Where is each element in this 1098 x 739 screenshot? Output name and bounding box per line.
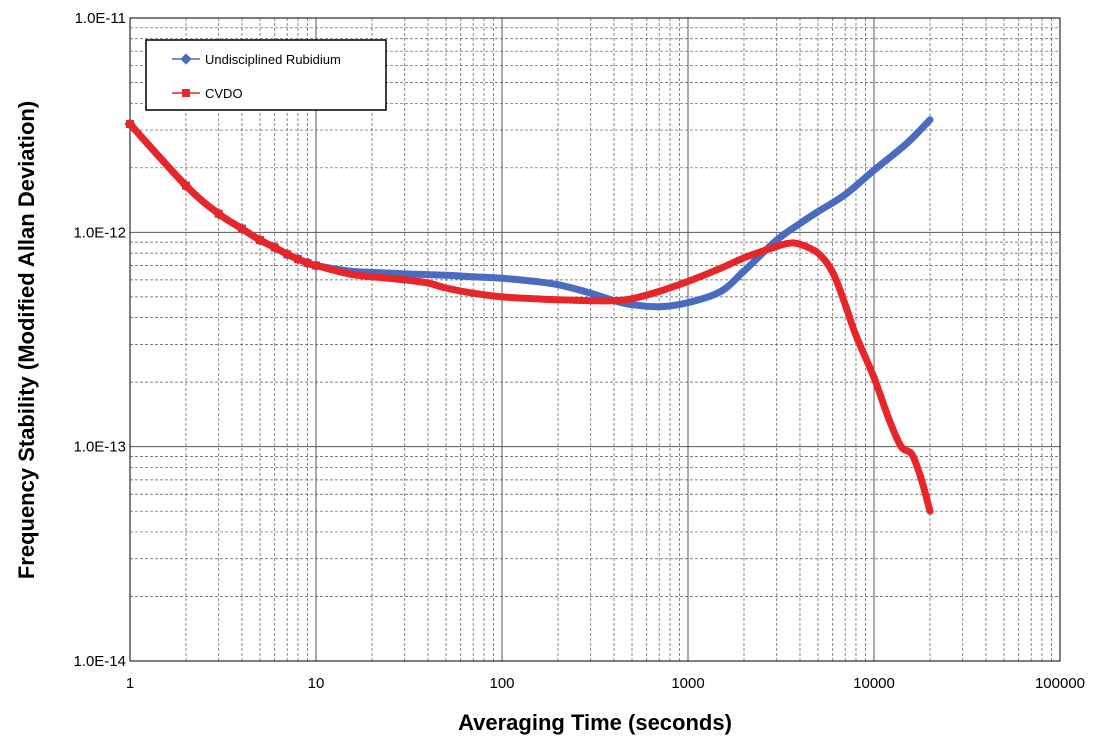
y-tick-label: 1.0E-12: [73, 224, 126, 241]
y-tick-label: 1.0E-13: [73, 439, 126, 456]
x-tick-label: 1000: [671, 675, 704, 692]
series-point-cvdo: [237, 224, 246, 233]
legend-marker-rubidium: [180, 53, 192, 65]
y-tick-label: 1.0E-11: [75, 10, 126, 27]
series-point-cvdo: [270, 243, 279, 252]
series-point-cvdo: [293, 255, 302, 264]
series-point-cvdo: [126, 120, 134, 129]
x-axis-title: Averaging Time (seconds): [458, 710, 732, 735]
x-tick-label: 10: [308, 675, 325, 692]
legend-label-rubidium: Undisciplined Rubidium: [205, 52, 341, 67]
y-axis-title: Frequency Stability (Modified Allan Devi…: [14, 101, 39, 579]
y-tick-label: 1.0E-14: [73, 653, 126, 670]
series-point-cvdo: [303, 258, 312, 267]
series-point-cvdo: [283, 250, 292, 259]
series-point-cvdo: [181, 181, 190, 190]
y-tick-labels: 1.0E-14 1.0E-13 1.0E-12 1.0E-11: [73, 10, 126, 670]
plot-border: [129, 17, 1061, 662]
legend: Undisciplined Rubidium CVDO: [145, 39, 387, 111]
x-tick-labels: 1 10 100 1000 10000 100000: [126, 675, 1085, 692]
series-point-cvdo: [214, 209, 223, 218]
plot-background: [130, 18, 1060, 661]
series-point-cvdo: [256, 236, 265, 245]
x-tick-label: 100: [489, 675, 514, 692]
x-tick-label: 10000: [853, 675, 895, 692]
legend-box: [145, 39, 387, 111]
x-tick-label: 1: [126, 675, 134, 692]
series-point-cvdo: [312, 261, 320, 270]
legend-label-cvdo: CVDO: [205, 86, 243, 101]
x-tick-label: 100000: [1035, 675, 1085, 692]
series-layer: [124, 116, 934, 515]
legend-marker-cvdo: [182, 89, 190, 97]
